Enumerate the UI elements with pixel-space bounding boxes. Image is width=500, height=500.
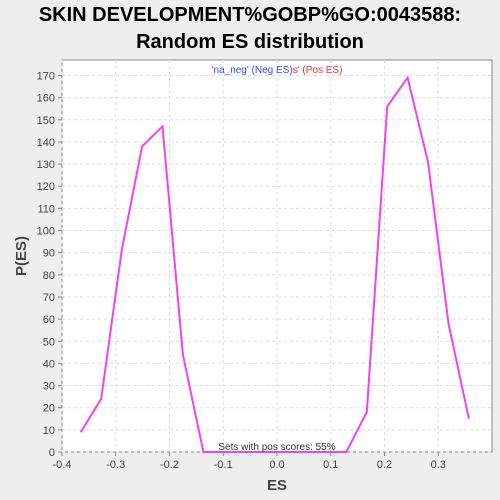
y-tick-label: 110 (37, 203, 55, 215)
y-tick-label: 20 (43, 403, 55, 415)
y-tick-label: 50 (43, 336, 55, 348)
es-distribution-line (79, 75, 470, 453)
chart-title: SKIN DEVELOPMENT%GOBP%GO:0043588: (38, 4, 462, 26)
y-tick-label: 70 (43, 292, 55, 304)
x-tick-label: 0.0 (269, 459, 284, 471)
y-axis-label: P(ES) (13, 236, 30, 276)
y-tick-label: 100 (37, 226, 55, 238)
chart-subtitle: Random ES distribution (136, 31, 364, 53)
legend-pos: (Pos ES) (300, 65, 343, 76)
y-tick-label: 0 (49, 447, 55, 459)
x-axis-label: ES (267, 477, 287, 494)
legend-neg: 'na_neg' (Neg ES) (212, 65, 293, 76)
x-tick-label: -0.1 (214, 459, 233, 471)
y-tick-label: 90 (43, 248, 55, 260)
y-tick-label: 80 (43, 270, 55, 282)
pos-score-annotation: Sets with pos scores: 55% (218, 442, 335, 453)
legend: 'na_neg' (Neg ES)s' (Pos ES) (212, 65, 343, 76)
y-tick-label: 40 (43, 358, 55, 370)
y-tick-label: 30 (43, 381, 55, 393)
y-tick-label: 160 (37, 93, 55, 105)
y-tick-label: 120 (37, 181, 55, 193)
ticks: 0 10 20 30 40 50 60 70 80 90 100 110 120 130 140 150 160… (37, 71, 446, 471)
x-tick-label: -0.4 (53, 459, 72, 471)
x-tick-label: -0.2 (160, 459, 179, 471)
y-tick-label: 60 (43, 314, 55, 326)
x-tick-label: 0.2 (377, 459, 392, 471)
y-tick-label: 170 (37, 71, 55, 83)
y-tick-label: 130 (37, 159, 55, 171)
x-tick-label: 0.1 (323, 459, 338, 471)
y-tick-label: 140 (37, 137, 55, 149)
grid (61, 60, 492, 453)
plot-area (61, 59, 493, 453)
y-tick-label: 150 (37, 115, 55, 127)
x-tick-label: -0.3 (106, 459, 125, 471)
legend-overlap: s' (293, 65, 300, 76)
x-tick-label: 0.3 (431, 459, 446, 471)
y-tick-label: 10 (43, 425, 55, 437)
